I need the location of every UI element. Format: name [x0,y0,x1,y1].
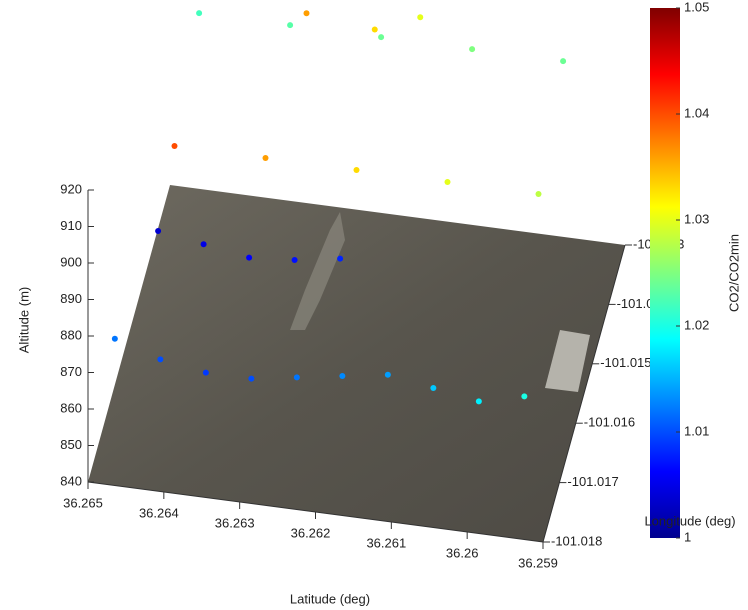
data-point [430,385,437,392]
colorbar-tick-label: 1 [684,529,691,544]
data-point [475,398,482,405]
data-point [444,179,451,186]
z-axis-label: Altitude (m) [16,287,31,353]
colorbar-tick-label: 1.01 [684,423,709,438]
y-tick-label: -101.015 [600,355,651,370]
colorbar [650,8,680,538]
data-point [371,26,378,33]
z-tick-label: 890 [60,291,82,306]
data-point [560,58,567,65]
ground-feature [545,330,590,392]
x-tick-label: 36.262 [291,525,331,540]
z-tick-label: 880 [60,327,82,342]
data-point [417,14,424,21]
data-point [157,356,164,363]
colorbar-tick-label: 1.02 [684,317,709,332]
data-point [293,374,300,381]
x-tick-label: 36.265 [63,495,103,510]
data-point [171,143,178,150]
data-point [262,155,269,162]
ground-feature [290,212,345,330]
data-point [248,375,255,382]
x-axis-label: Latitude (deg) [290,591,370,606]
x-tick-label: 36.259 [518,555,558,570]
x-tick-label: 36.264 [139,505,179,520]
x-tick-label: 36.261 [366,535,406,550]
y-tick-label: -101.018 [551,533,602,548]
data-point [339,373,346,380]
x-tick-label: 36.263 [215,515,255,530]
z-tick-label: 900 [60,254,82,269]
data-point [469,46,476,53]
data-point [155,228,162,234]
y-tick-label: -101.016 [584,415,635,430]
data-point [200,241,207,248]
y-axis-label: Longitude (deg) [644,513,735,528]
colorbar-tick-label: 1.05 [684,0,709,14]
colorbar-tick-label: 1.03 [684,211,709,226]
z-tick-label: 840 [60,473,82,488]
z-tick-label: 850 [60,437,82,452]
z-tick-label: 910 [60,218,82,233]
data-point [521,393,528,400]
colorbar-label: CO2/CO2min [726,234,741,312]
data-point [384,371,391,378]
data-point [111,335,118,342]
y-tick-label: -101.017 [567,474,618,489]
data-point [535,191,542,198]
data-point [246,254,253,261]
data-point [291,256,298,263]
ground-image [88,185,625,542]
data-point [202,369,209,376]
z-tick-label: 920 [60,181,82,196]
data-point [287,22,294,29]
axis-line [542,244,626,543]
x-tick-label: 36.26 [446,545,479,560]
z-tick-label: 860 [60,400,82,415]
data-point [196,10,203,17]
data-point [303,10,310,17]
z-tick-label: 870 [60,364,82,379]
data-point [337,255,344,262]
colorbar-tick-label: 1.04 [684,105,709,120]
data-point [353,167,360,174]
data-point [378,34,385,41]
